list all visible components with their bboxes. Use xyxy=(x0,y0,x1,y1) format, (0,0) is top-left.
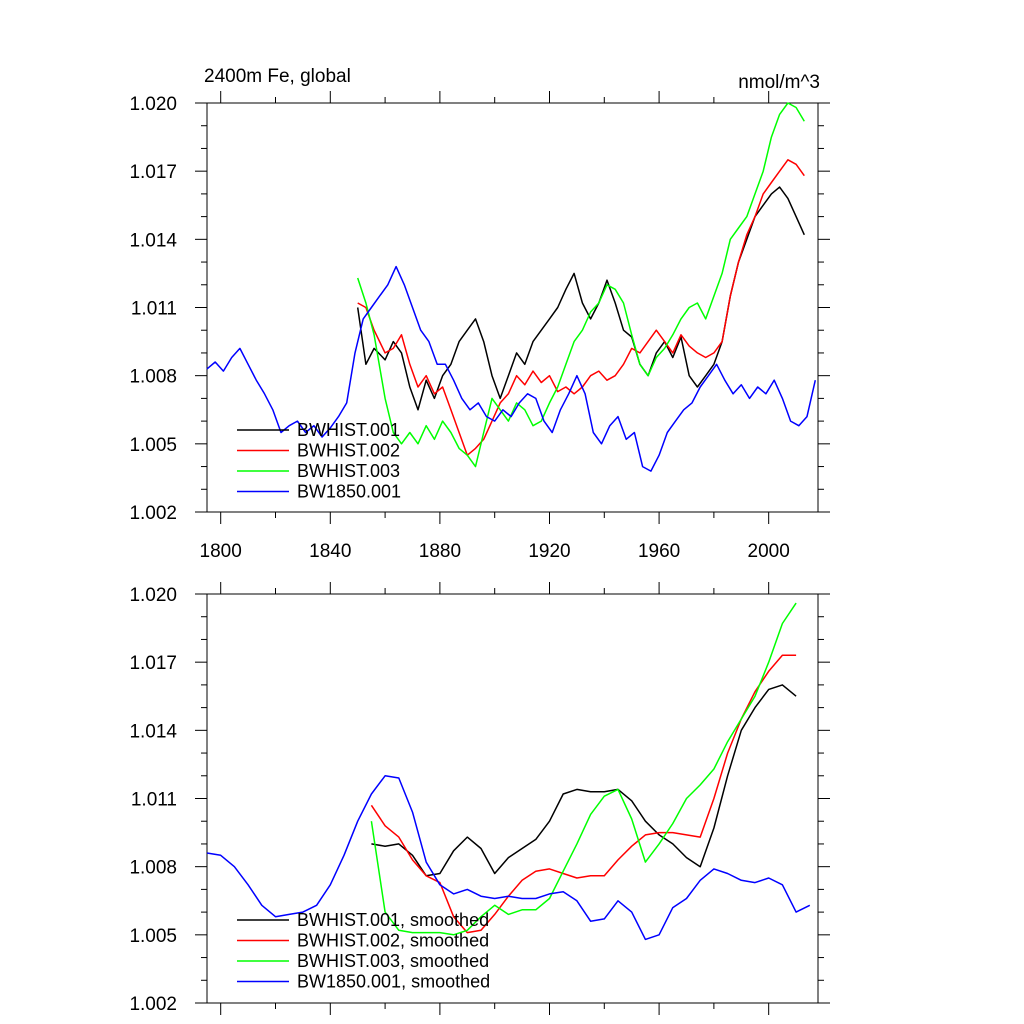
series-line-1 xyxy=(371,684,797,877)
legend-label: BW1850.001, smoothed xyxy=(297,972,490,992)
top-panel: 1800 1840 1880 1920 1960 2000 1.002 1.005 1.008 1… xyxy=(129,66,830,562)
series-line-2 xyxy=(370,654,797,934)
series-line-4 xyxy=(206,265,817,472)
y-tick-label: 1.011 xyxy=(131,299,177,320)
series-line-3 xyxy=(370,602,797,936)
y-tick-label: 1.002 xyxy=(129,503,177,524)
legend-label: BWHIST.001, smoothed xyxy=(297,910,489,930)
y-tick-label: 1.014 xyxy=(129,721,177,742)
x-tick-label: 1840 xyxy=(309,541,351,562)
series-line-2 xyxy=(357,159,805,456)
y-tick-label: 1.005 xyxy=(129,926,177,947)
y-tick-label: 1.017 xyxy=(129,653,177,674)
series-line-1 xyxy=(356,186,805,411)
units-label: nmol/m^3 xyxy=(738,72,820,93)
chart-title: 2400m Fe, global xyxy=(204,66,351,87)
legend-label: BWHIST.002 xyxy=(297,441,400,461)
series-line-3 xyxy=(356,102,805,468)
y-tick-label: 1.020 xyxy=(129,585,177,606)
x-tick-label: 1920 xyxy=(528,541,570,562)
legend-label: BWHIST.001 xyxy=(297,420,400,440)
bottom-panel: 1.002 1.005 1.008 1.011 1.014 1.017 1.020 BWHIS… xyxy=(129,582,830,1015)
y-tick-label: 1.014 xyxy=(129,230,177,251)
y-tick-label: 1.008 xyxy=(129,858,177,879)
x-tick-label: 2000 xyxy=(748,541,790,562)
y-tick-label: 1.002 xyxy=(129,994,177,1015)
x-tick-label: 1880 xyxy=(419,541,461,562)
legend-label: BWHIST.002, smoothed xyxy=(297,931,489,951)
y-tick-label: 1.020 xyxy=(129,94,177,115)
y-tick-label: 1.005 xyxy=(129,435,177,456)
x-tick-label: 1800 xyxy=(200,541,242,562)
legend-label: BWHIST.003 xyxy=(297,461,400,481)
legend-label: BWHIST.003, smoothed xyxy=(297,951,489,971)
y-tick-label: 1.008 xyxy=(129,367,177,388)
x-tick-label: 1960 xyxy=(638,541,680,562)
legend-label: BW1850.001 xyxy=(297,482,401,502)
y-tick-label: 1.011 xyxy=(131,790,177,811)
y-tick-label: 1.017 xyxy=(129,162,177,183)
series-line-4 xyxy=(206,775,811,941)
